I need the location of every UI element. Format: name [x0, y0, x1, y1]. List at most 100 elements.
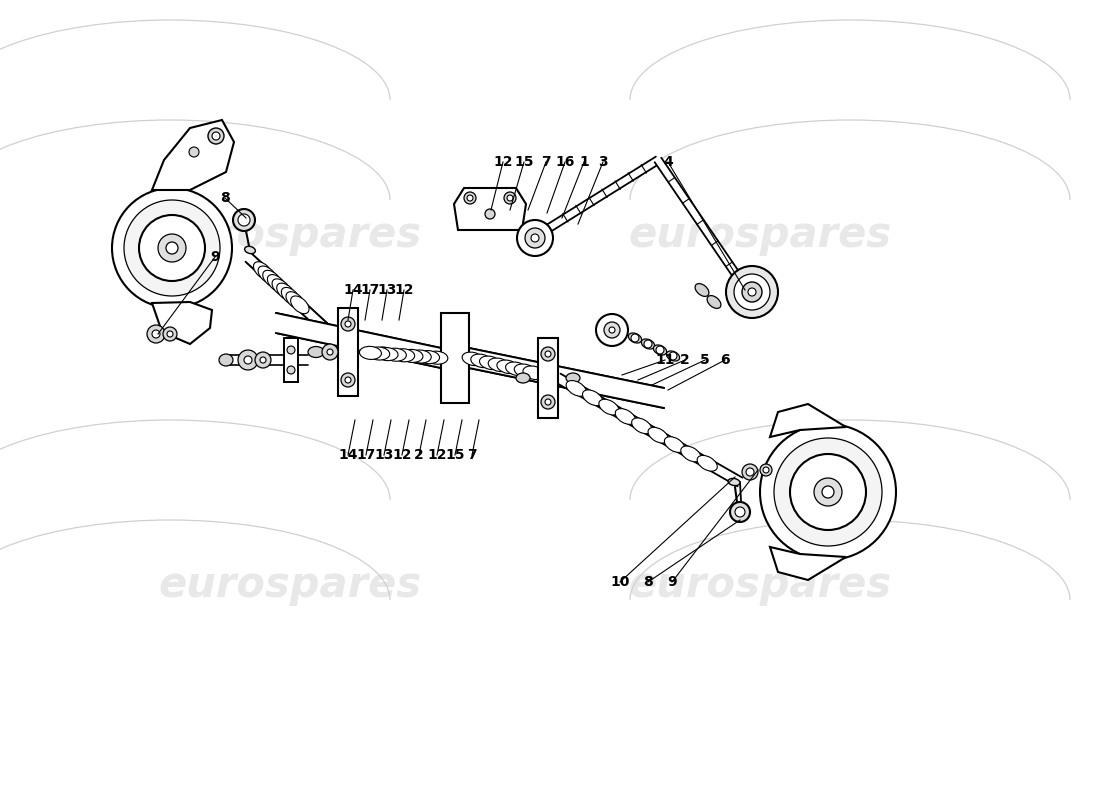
Ellipse shape — [566, 373, 580, 383]
Text: 8: 8 — [220, 191, 230, 205]
Polygon shape — [276, 313, 441, 368]
Ellipse shape — [263, 270, 282, 288]
Ellipse shape — [277, 283, 295, 301]
Ellipse shape — [393, 349, 415, 362]
Circle shape — [147, 325, 165, 343]
Circle shape — [327, 349, 333, 355]
Circle shape — [748, 288, 756, 296]
Circle shape — [541, 347, 556, 361]
Circle shape — [541, 395, 556, 409]
Circle shape — [760, 464, 772, 476]
Text: eurospares: eurospares — [628, 564, 892, 606]
Text: 14: 14 — [343, 283, 363, 297]
Ellipse shape — [418, 350, 440, 364]
Polygon shape — [538, 338, 558, 418]
Text: 12: 12 — [493, 155, 513, 169]
Circle shape — [238, 214, 250, 226]
Circle shape — [544, 399, 551, 405]
Circle shape — [208, 128, 224, 144]
Circle shape — [345, 321, 351, 327]
Polygon shape — [152, 302, 212, 344]
Ellipse shape — [728, 478, 740, 486]
Text: 10: 10 — [610, 575, 629, 589]
Ellipse shape — [653, 345, 667, 355]
Polygon shape — [654, 158, 751, 294]
Circle shape — [189, 147, 199, 157]
Text: 6: 6 — [720, 353, 729, 367]
Ellipse shape — [488, 358, 509, 372]
Circle shape — [255, 352, 271, 368]
Text: 7: 7 — [468, 448, 476, 462]
Text: 13: 13 — [374, 448, 394, 462]
Text: 12: 12 — [427, 448, 447, 462]
Circle shape — [166, 242, 178, 254]
Ellipse shape — [290, 296, 309, 314]
Polygon shape — [338, 308, 358, 396]
Ellipse shape — [253, 262, 272, 279]
Ellipse shape — [695, 283, 708, 297]
Circle shape — [244, 356, 252, 364]
Polygon shape — [770, 547, 846, 580]
Text: 17: 17 — [356, 448, 376, 462]
Ellipse shape — [667, 351, 680, 361]
Circle shape — [669, 352, 676, 360]
Ellipse shape — [384, 348, 406, 362]
Ellipse shape — [360, 346, 382, 359]
Circle shape — [763, 467, 769, 473]
Polygon shape — [441, 313, 469, 403]
Ellipse shape — [219, 354, 233, 366]
Circle shape — [167, 331, 173, 337]
Ellipse shape — [267, 274, 286, 292]
Circle shape — [112, 188, 232, 308]
Circle shape — [341, 373, 355, 387]
Ellipse shape — [497, 360, 518, 374]
Text: 15: 15 — [446, 448, 464, 462]
Ellipse shape — [426, 351, 448, 364]
Ellipse shape — [402, 350, 422, 362]
Circle shape — [822, 486, 834, 498]
Circle shape — [730, 502, 750, 522]
Polygon shape — [469, 348, 664, 408]
Text: 16: 16 — [556, 155, 574, 169]
Ellipse shape — [471, 354, 493, 368]
Ellipse shape — [583, 390, 603, 406]
Text: 14: 14 — [339, 448, 358, 462]
Ellipse shape — [308, 346, 324, 358]
Text: 8: 8 — [644, 575, 653, 589]
Circle shape — [742, 282, 762, 302]
Circle shape — [525, 228, 544, 248]
Ellipse shape — [272, 279, 290, 297]
Circle shape — [734, 274, 770, 310]
Circle shape — [124, 200, 220, 296]
Circle shape — [531, 234, 539, 242]
Ellipse shape — [615, 409, 636, 424]
Circle shape — [631, 334, 639, 342]
Ellipse shape — [286, 292, 305, 310]
Text: 12: 12 — [393, 448, 411, 462]
Circle shape — [644, 340, 652, 348]
Circle shape — [790, 454, 866, 530]
Text: 2: 2 — [680, 353, 690, 367]
Circle shape — [544, 351, 551, 357]
Circle shape — [139, 215, 205, 281]
Ellipse shape — [598, 399, 619, 415]
Ellipse shape — [367, 347, 389, 360]
Circle shape — [814, 478, 842, 506]
Circle shape — [485, 209, 495, 219]
Text: 3: 3 — [598, 155, 608, 169]
Text: 13: 13 — [377, 283, 397, 297]
Text: 15: 15 — [515, 155, 534, 169]
Circle shape — [742, 464, 758, 480]
Text: 9: 9 — [668, 575, 676, 589]
Circle shape — [596, 314, 628, 346]
Ellipse shape — [480, 356, 502, 370]
Circle shape — [609, 327, 615, 333]
Ellipse shape — [376, 347, 390, 357]
Circle shape — [341, 317, 355, 331]
Circle shape — [464, 192, 476, 204]
Ellipse shape — [258, 266, 276, 284]
Circle shape — [260, 357, 266, 363]
Text: 2: 2 — [414, 448, 424, 462]
Ellipse shape — [707, 295, 721, 309]
Polygon shape — [770, 404, 846, 437]
